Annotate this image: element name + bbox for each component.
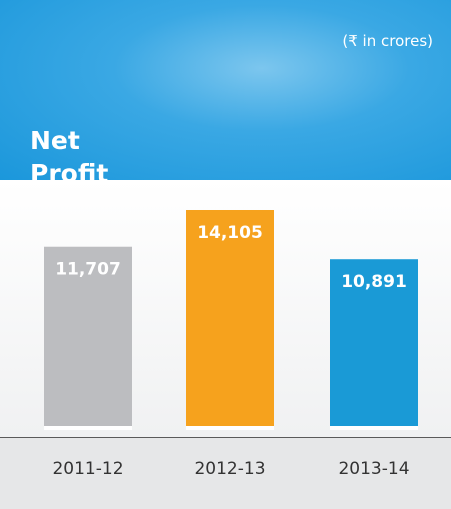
value-label: 14,105 (197, 223, 263, 243)
bar (44, 246, 132, 426)
bar (330, 259, 418, 426)
axis-band (0, 437, 451, 509)
bar-base (330, 426, 418, 430)
x-tick-label: 2011-12 (52, 459, 123, 479)
bar (186, 210, 274, 426)
x-tick-label: 2012-13 (194, 459, 265, 479)
value-label: 11,707 (55, 260, 121, 280)
value-label: 10,891 (341, 272, 407, 292)
chart-subtitle: (₹ in crores) (342, 32, 433, 50)
bar-base (44, 426, 132, 430)
header: (₹ in crores) Net Profit (0, 0, 451, 188)
bar-base (186, 426, 274, 430)
x-tick-label: 2013-14 (338, 459, 409, 479)
